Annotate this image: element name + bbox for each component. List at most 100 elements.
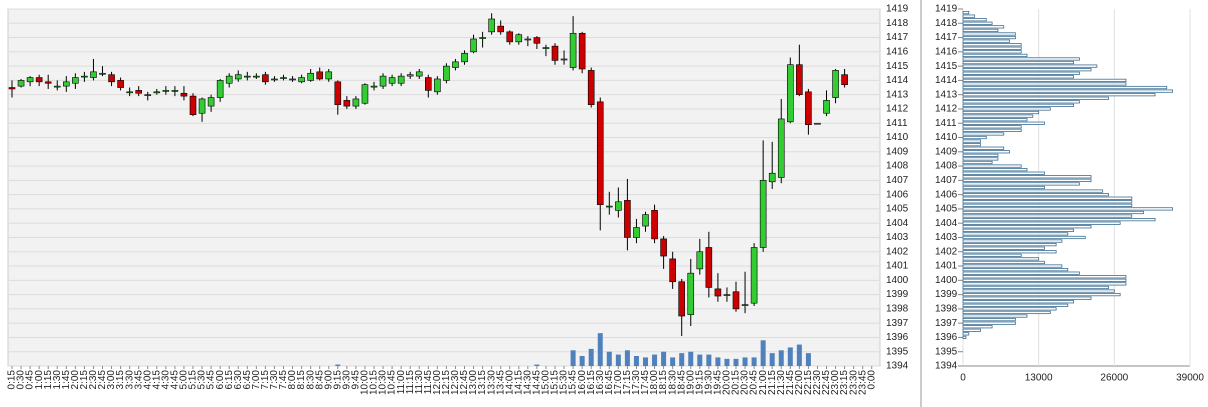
volume-bar bbox=[688, 351, 694, 366]
profile-bar bbox=[962, 225, 1092, 229]
profile-bar bbox=[962, 68, 1092, 72]
profile-bar bbox=[962, 260, 1045, 265]
volume-bar bbox=[652, 354, 658, 366]
profile-bar bbox=[962, 221, 1121, 225]
profile-bar bbox=[962, 35, 1016, 40]
profile-bar bbox=[962, 289, 1115, 293]
y-tick-label: 1414 bbox=[886, 75, 909, 86]
y-tick-label: 1406 bbox=[886, 189, 909, 200]
x-tick-label: 18:15 bbox=[658, 370, 669, 395]
x-tick-label: 22:15 bbox=[803, 370, 814, 395]
profile-bar bbox=[962, 332, 970, 336]
candle-body bbox=[841, 74, 848, 85]
x-tick-label: 10:00 bbox=[360, 370, 371, 395]
candle-body bbox=[786, 64, 794, 123]
profile-bar bbox=[962, 157, 999, 161]
price-plot-area bbox=[7, 8, 881, 367]
x-tick-label: 0:00 bbox=[866, 370, 877, 390]
x-tick-label: 21:30 bbox=[776, 370, 787, 395]
profile-bar bbox=[962, 43, 1022, 47]
x-tick-label: 20:45 bbox=[749, 370, 760, 395]
y-tick-label: 1413 bbox=[886, 89, 909, 100]
x-tick-label: 8:45 bbox=[314, 370, 325, 390]
profile-bar bbox=[962, 28, 999, 33]
profile-bar bbox=[962, 243, 1057, 247]
candle-body bbox=[379, 75, 387, 87]
x-tick-label: 12:30 bbox=[450, 370, 461, 395]
x-tick-label: 19:00 bbox=[685, 370, 696, 395]
x-tick-label: 9:45 bbox=[351, 370, 362, 390]
x-tick-label: 26000 bbox=[1100, 373, 1128, 384]
x-tick-label: 11:00 bbox=[396, 370, 407, 395]
y-tick-label: 1407 bbox=[886, 175, 909, 186]
candle-body bbox=[198, 98, 206, 114]
candle-body bbox=[814, 122, 821, 125]
y-tick-label: 1403 bbox=[935, 232, 958, 243]
profile-bar bbox=[962, 14, 976, 18]
y-tick-label: 1394 bbox=[935, 361, 958, 372]
candle-body bbox=[262, 74, 269, 83]
y-tick-label: 1396 bbox=[935, 332, 958, 343]
y-tick-label: 1418 bbox=[935, 18, 958, 29]
profile-bar bbox=[962, 189, 1104, 193]
profile-bar bbox=[962, 71, 1080, 75]
profile-bar bbox=[962, 321, 1016, 325]
candle-body bbox=[714, 288, 722, 297]
profile-bar bbox=[962, 317, 1016, 322]
candle-body bbox=[741, 304, 749, 306]
profile-bar bbox=[962, 246, 1045, 250]
volume-bar bbox=[597, 333, 603, 366]
x-tick-label: 15:30 bbox=[559, 370, 570, 395]
candle-body bbox=[669, 258, 676, 283]
y-tick-label: 1406 bbox=[935, 189, 958, 200]
volume-bar bbox=[706, 354, 712, 366]
profile-bar bbox=[962, 175, 1092, 179]
candle-body bbox=[777, 118, 785, 178]
profile-bar bbox=[962, 128, 1022, 132]
y-tick-label: 1410 bbox=[935, 132, 958, 143]
x-tick-label: 21:00 bbox=[758, 370, 769, 395]
candle-body bbox=[99, 72, 106, 75]
x-tick-label: 7:15 bbox=[260, 370, 271, 390]
y-tick-label: 1412 bbox=[935, 104, 958, 115]
candle-body bbox=[361, 84, 369, 104]
volume-bar bbox=[633, 356, 639, 366]
candle-body bbox=[452, 61, 459, 68]
profile-bar bbox=[962, 50, 1022, 54]
volume-bar bbox=[534, 364, 540, 366]
profile-bar bbox=[962, 10, 970, 15]
profile-bar bbox=[962, 335, 967, 340]
x-tick-label: 14:45 bbox=[532, 370, 543, 395]
candle-body bbox=[823, 100, 830, 114]
profile-bar bbox=[962, 21, 993, 25]
y-tick-label: 1415 bbox=[935, 61, 958, 72]
candle-body bbox=[62, 81, 70, 87]
y-tick-label: 1399 bbox=[886, 289, 909, 300]
x-tick-label: 14:15 bbox=[513, 370, 524, 395]
candle-body bbox=[370, 85, 378, 88]
candle-body bbox=[759, 180, 767, 248]
x-tick-label: 13:00 bbox=[468, 370, 479, 395]
candle-body bbox=[298, 77, 305, 83]
volume-bar bbox=[778, 350, 784, 366]
candle-body bbox=[696, 251, 704, 270]
profile-bar bbox=[962, 89, 1173, 93]
x-tick-label: 6:15 bbox=[224, 370, 235, 390]
candle-body bbox=[126, 91, 133, 94]
x-tick-label: 12:15 bbox=[441, 370, 452, 395]
x-tick-label: 13:45 bbox=[495, 370, 506, 395]
volume-bar bbox=[643, 357, 648, 366]
x-tick-label: 0:45 bbox=[25, 370, 36, 390]
volume-bar bbox=[787, 347, 793, 366]
profile-bar bbox=[962, 146, 1005, 150]
candle-body bbox=[162, 90, 170, 92]
profile-bar bbox=[962, 143, 981, 147]
profile-bar bbox=[962, 292, 1121, 297]
y-tick-label: 1415 bbox=[886, 61, 909, 72]
x-tick-label: 18:45 bbox=[676, 370, 687, 395]
profile-bar bbox=[962, 271, 1080, 275]
candle-body bbox=[424, 77, 432, 91]
candle-body bbox=[388, 77, 396, 84]
y-tick-label: 1397 bbox=[886, 318, 909, 329]
x-tick-label: 21:45 bbox=[785, 370, 796, 395]
